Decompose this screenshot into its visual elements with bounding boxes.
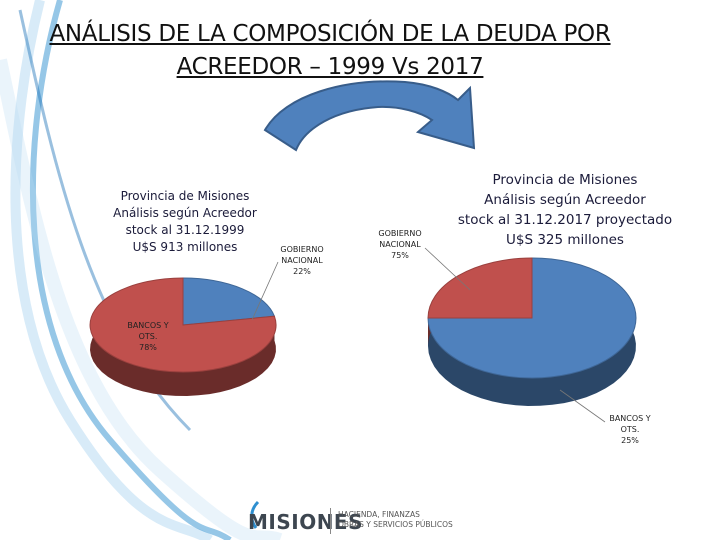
chart-2-data-label-bancos: BANCOS Y OTS. 25%	[605, 413, 655, 446]
chart-1-title-line: Análisis según Acreedor	[113, 206, 257, 220]
data-label-line: GOBIERNO	[280, 245, 324, 254]
footer-subtitle-line: HACIENDA, FINANZAS	[338, 510, 420, 519]
chart-1-title-line: stock al 31.12.1999	[125, 223, 245, 237]
pie-slice-bancos-y-ots	[427, 257, 533, 319]
data-label-line: NACIONAL	[379, 240, 421, 249]
leader-line	[424, 247, 471, 291]
chart-1-title-line: Provincia de Misiones	[120, 189, 250, 203]
chart-1-title-line: U$S 913 millones	[132, 240, 238, 254]
data-label-line: 78%	[139, 343, 157, 352]
data-label-line: 22%	[293, 267, 311, 276]
data-label-line: OTS.	[138, 332, 158, 341]
data-label-line: 75%	[391, 251, 409, 260]
chart-2-title-line: Provincia de Misiones	[492, 172, 638, 188]
slide-title: ANÁLISIS DE LA COMPOSICIÓN DE LA DEUDA P…	[20, 18, 640, 84]
footer-brand: MISIONES	[248, 510, 363, 534]
pie-slice-bancos-y-ots	[89, 277, 277, 373]
data-label-line: BANCOS Y	[609, 414, 651, 423]
chart-2-title-line: U$S 325 millones	[506, 232, 624, 248]
footer-subtitle-line: OBRAS Y SERVICIOS PÚBLICOS	[338, 520, 453, 529]
footer-divider	[330, 508, 331, 534]
chart-2-title-line: Análisis según Acreedor	[484, 192, 646, 208]
data-label-line: GOBIERNO	[378, 229, 422, 238]
chart-2-title-line: stock al 31.12.2017 proyectado	[457, 212, 673, 228]
pie-slice-gobierno-nacional	[182, 277, 276, 326]
slide-title-line-1: ANÁLISIS DE LA COMPOSICIÓN DE LA DEUDA P…	[49, 21, 611, 47]
data-label-line: BANCOS Y	[127, 321, 169, 330]
chart-1-data-label-bancos: BANCOS Y OTS. 78%	[124, 320, 172, 353]
chart-1-title: Provincia de Misiones Análisis según Acr…	[100, 188, 270, 256]
data-label-line: NACIONAL	[281, 256, 323, 265]
footer-subtitle: HACIENDA, FINANZAS OBRAS Y SERVICIOS PÚB…	[338, 510, 458, 530]
logo-swoosh-icon	[250, 500, 260, 529]
leader-line	[559, 389, 606, 423]
leader-line	[251, 261, 279, 321]
chart-2-title: Provincia de Misiones Análisis según Acr…	[440, 170, 690, 250]
pie-slice-gobierno-nacional	[427, 257, 637, 379]
chart-2-data-label-gobierno: GOBIERNO NACIONAL 75%	[375, 228, 425, 261]
data-label-line: OTS.	[620, 425, 640, 434]
data-label-line: 25%	[621, 436, 639, 445]
slide-title-line-2: ACREEDOR – 1999 Vs 2017	[176, 54, 484, 80]
chart-1-data-label-gobierno: GOBIERNO NACIONAL 22%	[278, 244, 326, 277]
